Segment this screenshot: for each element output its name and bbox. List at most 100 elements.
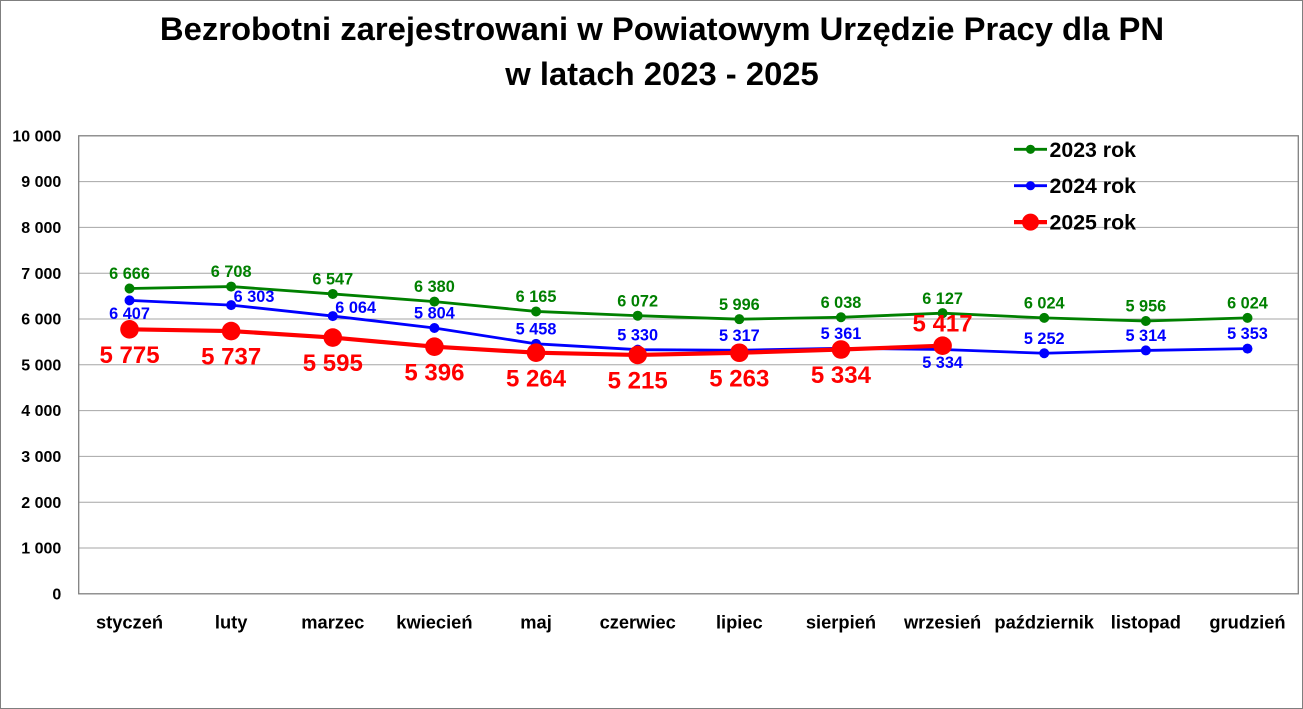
data-label-2023-rok: 6 708 [211, 263, 252, 281]
series-marker-2024-rok [124, 295, 135, 306]
legend-marker [1025, 181, 1036, 191]
legend-entry-label: 2025 rok [1050, 211, 1137, 235]
data-label-2024-rok: 5 314 [1125, 327, 1166, 345]
y-axis-tick-label: 6 000 [21, 312, 61, 329]
data-labels-group: 6 666 6 708 6 547 6 380 6 165 6 072 5 996 6 038… [99, 263, 1267, 394]
series-marker-2025-rok [323, 328, 343, 347]
y-axis-tick-label: 7 000 [21, 266, 61, 283]
y-axis-tick-label: 10 000 [12, 128, 61, 145]
y-axis-tick-label: 4 000 [21, 403, 61, 420]
series-marker-2024-rok [429, 322, 440, 333]
series-marker-2023-rok [1039, 312, 1050, 323]
series-marker-2025-rok [425, 337, 444, 356]
gridlines-group [78, 181, 1299, 549]
series-marker-2025-rok [831, 340, 851, 359]
series-marker-2023-rok [429, 296, 440, 307]
data-label-2024-rok: 6 407 [109, 305, 150, 323]
x-axis-category-label: kwiecień [396, 612, 472, 633]
series-group [120, 281, 1253, 365]
y-axis-tick-label: 0 [52, 586, 61, 603]
data-label-2024-rok: 5 353 [1227, 325, 1268, 343]
series-marker-2023-rok [835, 312, 846, 323]
data-label-2024-rok: 5 252 [1024, 330, 1065, 348]
data-label-2024-rok: 6 064 [335, 299, 376, 317]
data-label-2023-rok: 6 666 [109, 265, 150, 283]
x-axis-category-label: wrzesień [903, 612, 981, 633]
series-marker-2025-rok [730, 343, 749, 363]
legend-marker [1022, 213, 1039, 231]
series-marker-2025-rok [120, 320, 139, 339]
data-label-2025-rok: 5 737 [201, 344, 261, 371]
data-label-2023-rok: 6 024 [1024, 295, 1065, 313]
data-label-2025-rok: 5 417 [913, 311, 973, 338]
data-label-2025-rok: 5 595 [303, 350, 363, 377]
data-label-2025-rok: 5 396 [404, 359, 464, 386]
series-marker-2023-rok [226, 281, 237, 292]
data-label-2024-rok: 5 317 [719, 327, 760, 345]
x-axis-category-label: lipiec [716, 612, 763, 633]
series-marker-2024-rok [1242, 343, 1253, 354]
legend-entry-label: 2024 rok [1050, 174, 1137, 198]
series-marker-2024-rok [1140, 345, 1151, 356]
data-label-2023-rok: 6 024 [1227, 295, 1268, 313]
y-axis-tick-label: 9 000 [21, 174, 61, 191]
series-marker-2023-rok [327, 288, 338, 299]
y-axis-tick-label: 5 000 [21, 357, 61, 374]
data-label-2023-rok: 6 072 [617, 292, 658, 310]
series-line-2024-rok [128, 298, 1249, 355]
series-marker-2023-rok [632, 310, 643, 321]
series-marker-2024-rok [1039, 348, 1050, 359]
data-label-2023-rok: 6 038 [821, 294, 862, 312]
data-label-2024-rok: 5 804 [414, 305, 455, 323]
data-label-2024-rok: 5 330 [617, 326, 658, 344]
legend-entry-label: 2023 rok [1050, 138, 1137, 162]
series-marker-2025-rok [221, 321, 241, 341]
chart-title-line-1: Bezrobotni zarejestrowani w Powiatowym U… [160, 10, 1164, 47]
x-axis-category-label: grudzień [1209, 612, 1285, 633]
y-axis-tick-label: 2 000 [21, 495, 61, 512]
data-label-2023-rok: 5 956 [1125, 298, 1166, 316]
y-axis-tick-label: 1 000 [21, 541, 61, 558]
data-label-2025-rok: 5 334 [811, 362, 872, 389]
data-label-2025-rok: 5 263 [709, 365, 769, 392]
x-axis-category-label: maj [520, 612, 552, 633]
axis-labels-group: 0 1 000 2 000 3 000 4 000 5 000 6 000 7 000 8 00… [12, 128, 1285, 632]
data-label-2024-rok: 6 303 [234, 288, 275, 306]
series-line-2023-rok [128, 285, 1249, 323]
data-label-2023-rok: 6 547 [312, 271, 353, 289]
plot-area-border [78, 135, 1299, 595]
x-axis-category-label: listopad [1111, 612, 1181, 633]
data-label-2023-rok: 6 127 [922, 290, 963, 308]
series-marker-2023-rok [734, 314, 745, 325]
data-label-2023-rok: 6 380 [414, 278, 455, 296]
chart-title-line-2: w latach 2023 - 2025 [504, 55, 819, 92]
data-label-2023-rok: 5 996 [719, 296, 760, 314]
series-marker-2023-rok [531, 306, 542, 317]
data-label-2025-rok: 5 264 [506, 365, 567, 392]
series-marker-2025-rok [628, 345, 647, 365]
x-axis-category-label: sierpień [806, 612, 876, 633]
x-axis-category-label: październik [994, 612, 1094, 633]
x-axis-category-label: styczeń [96, 612, 163, 633]
series-marker-2023-rok [1140, 316, 1151, 327]
series-marker-2023-rok [124, 283, 135, 294]
data-label-2024-rok: 5 458 [516, 320, 557, 338]
data-label-2025-rok: 5 215 [608, 368, 668, 395]
y-axis-tick-label: 8 000 [21, 220, 61, 237]
data-label-2023-rok: 6 165 [516, 288, 557, 306]
data-label-2024-rok: 5 334 [922, 354, 963, 372]
data-label-2025-rok: 5 775 [99, 342, 159, 369]
series-marker-2023-rok [1242, 312, 1253, 323]
series-marker-2025-rok [526, 343, 546, 363]
legend-marker [1025, 144, 1036, 154]
series-marker-2024-rok [226, 300, 237, 311]
series-marker-2025-rok [933, 336, 952, 356]
series-marker-2024-rok [327, 311, 338, 322]
x-axis-category-label: marzec [301, 612, 364, 633]
x-axis-category-label: luty [215, 612, 248, 633]
x-axis-category-label: czerwiec [600, 612, 676, 633]
y-axis-tick-label: 3 000 [21, 449, 61, 466]
series-marker-2023-rok [937, 308, 948, 319]
